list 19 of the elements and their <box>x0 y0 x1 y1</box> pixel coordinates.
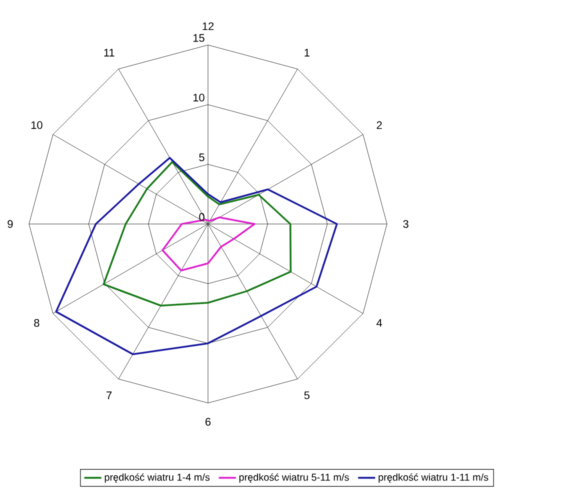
spoke-label: 11 <box>104 48 114 56</box>
spoke-label: 7 <box>106 392 112 400</box>
y-tick-label: 10 <box>193 94 204 102</box>
y-tick-label: 15 <box>193 34 204 42</box>
y-tick-label: 0 <box>199 213 204 221</box>
legend-label: prędkość wiatru 1-11 m/s <box>378 473 488 483</box>
spoke-label: 12 <box>202 22 214 30</box>
spoke-label: 10 <box>31 121 42 129</box>
spoke-label: 4 <box>376 319 382 327</box>
spoke-label: 6 <box>206 418 211 426</box>
spoke-label: 2 <box>376 121 382 129</box>
legend-label: prędkość wiatru 1-4 m/s <box>104 473 210 483</box>
spoke-label: 5 <box>304 391 310 400</box>
spoke-label: 9 <box>8 220 13 228</box>
spoke-label: 3 <box>403 220 408 228</box>
legend-label: prędkość wiatru 5-11 m/s <box>239 473 349 483</box>
y-tick-label: 5 <box>199 154 204 162</box>
spoke-label: 8 <box>34 319 40 327</box>
spoke-label: 1 <box>304 48 310 56</box>
